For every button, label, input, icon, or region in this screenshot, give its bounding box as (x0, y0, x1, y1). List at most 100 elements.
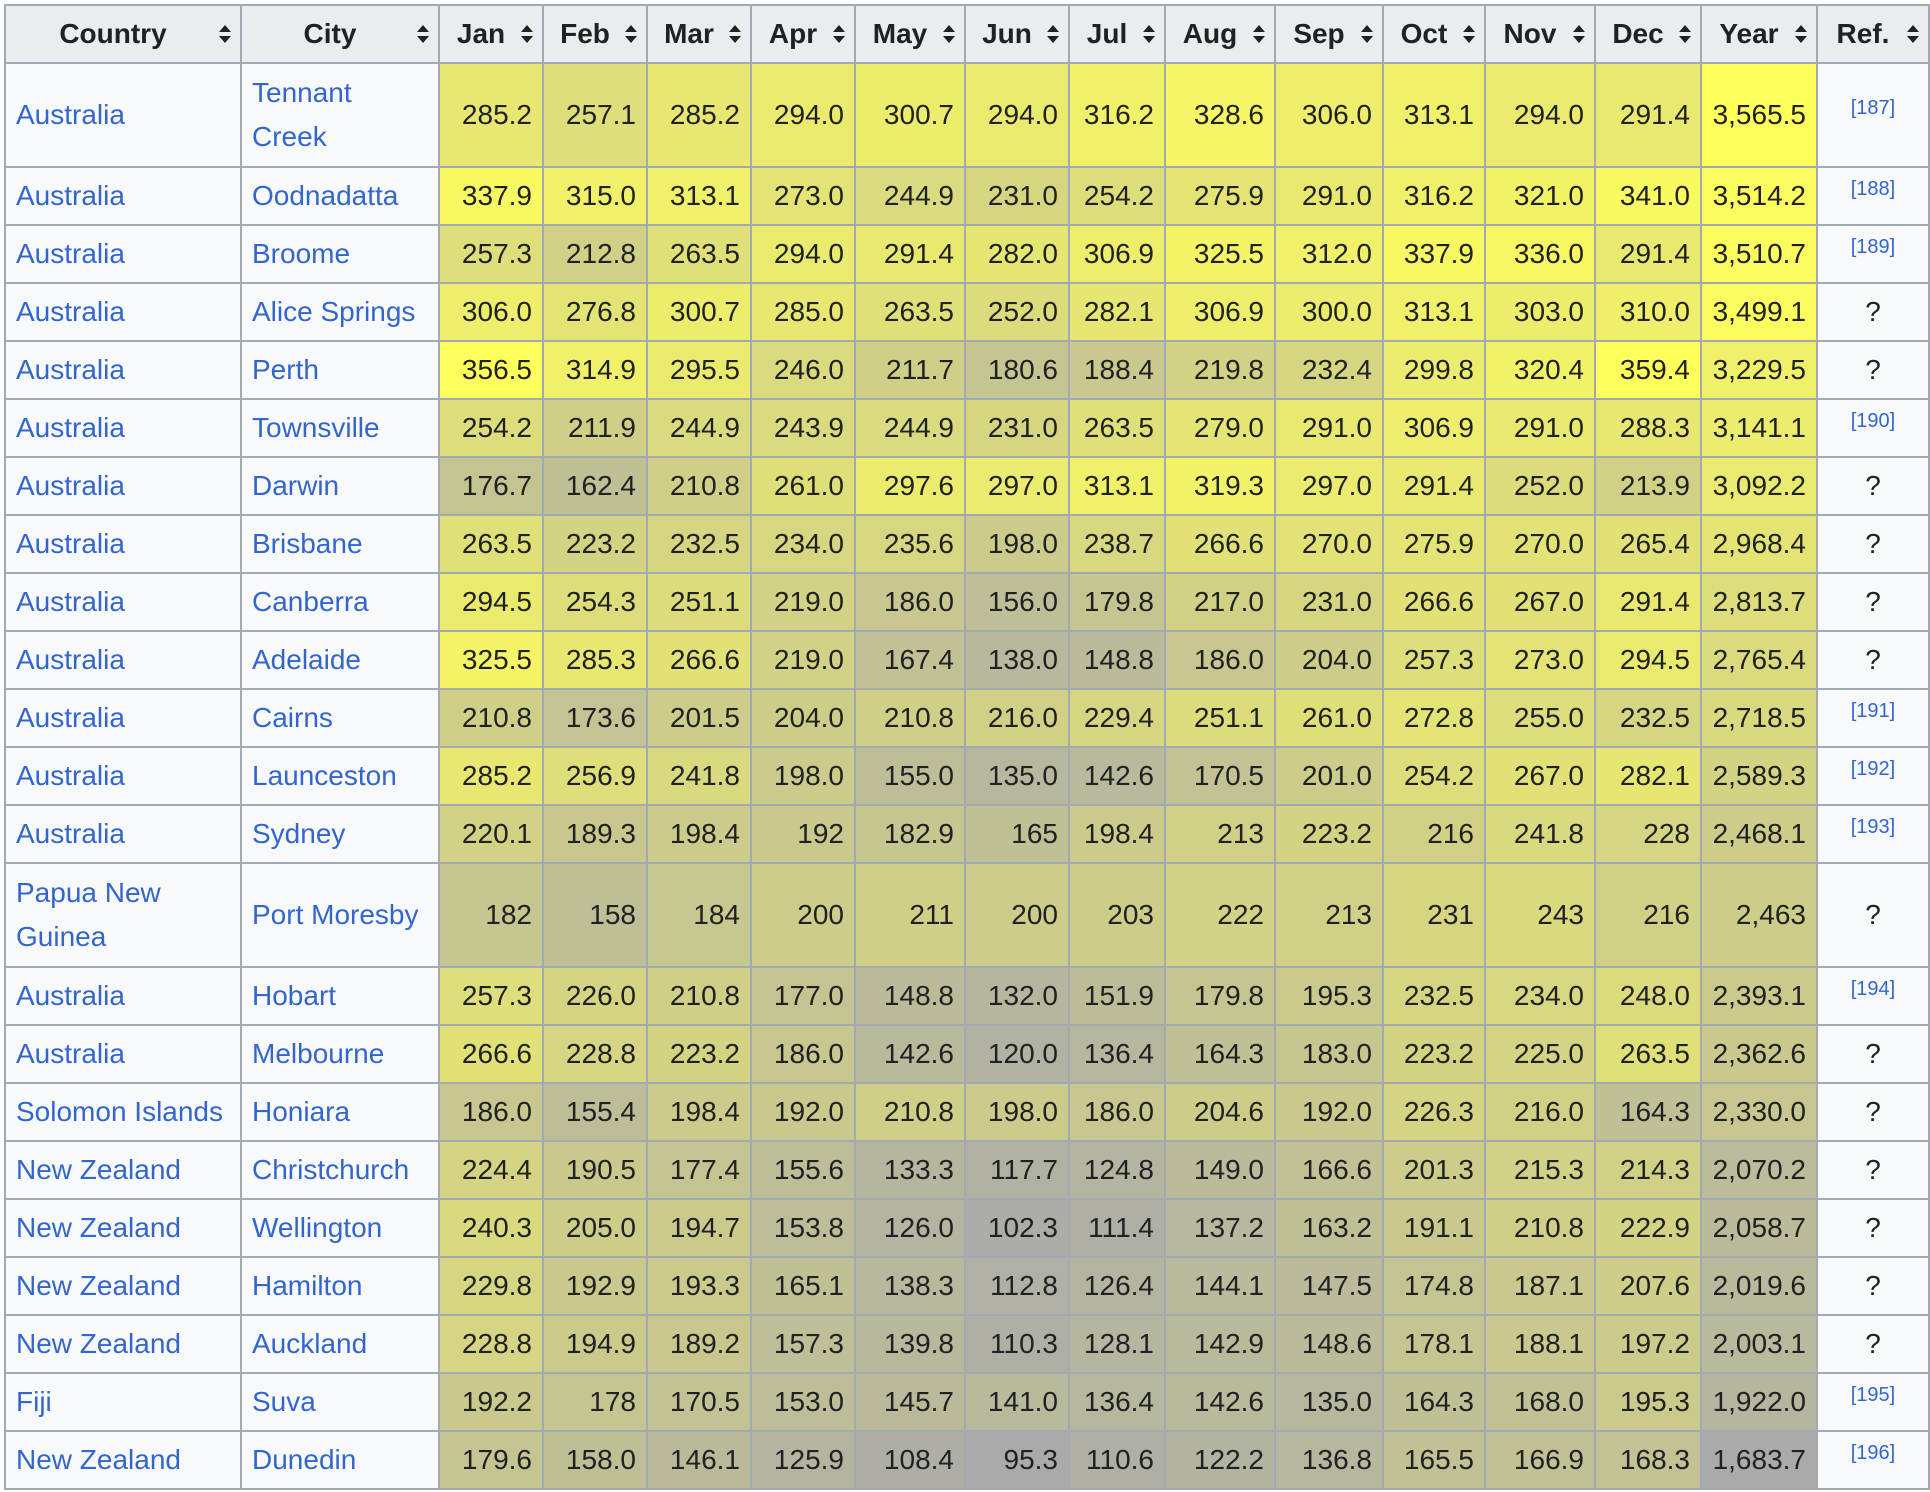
reference-link[interactable]: [191] (1850, 700, 1896, 722)
reference-link[interactable]: [190] (1850, 410, 1896, 432)
column-header-may[interactable]: May (854, 4, 966, 64)
sort-icon[interactable] (1142, 23, 1156, 45)
column-header-ref[interactable]: Ref. (1816, 4, 1930, 64)
city-link[interactable]: Cairns (240, 688, 440, 748)
sort-icon[interactable] (218, 23, 232, 45)
reference-link[interactable]: [193] (1850, 816, 1896, 838)
country-link[interactable]: Australia (4, 688, 242, 748)
year-total-cell: 2,813.7 (1700, 572, 1818, 632)
city-link[interactable]: Oodnadatta (240, 166, 440, 226)
country-link[interactable]: Australia (4, 804, 242, 864)
city-link[interactable]: Broome (240, 224, 440, 284)
country-link[interactable]: Australia (4, 62, 242, 168)
column-header-apr[interactable]: Apr (750, 4, 856, 64)
city-link[interactable]: Hobart (240, 966, 440, 1026)
city-link[interactable]: Hamilton (240, 1256, 440, 1316)
country-link[interactable]: Australia (4, 166, 242, 226)
reference-unknown: ? (1865, 1212, 1881, 1243)
country-link[interactable]: Solomon Islands (4, 1082, 242, 1142)
reference-link[interactable]: [195] (1850, 1384, 1896, 1406)
country-link[interactable]: Australia (4, 340, 242, 400)
column-header-aug[interactable]: Aug (1164, 4, 1276, 64)
column-header-jan[interactable]: Jan (438, 4, 544, 64)
reference-unknown: ? (1865, 296, 1881, 327)
country-link[interactable]: New Zealand (4, 1256, 242, 1316)
city-link[interactable]: Darwin (240, 456, 440, 516)
table-row: Australia Cairns 210.8 173.6 201.5 204.0 210.8… (4, 688, 1930, 748)
column-header-oct[interactable]: Oct (1382, 4, 1486, 64)
column-header-jul[interactable]: Jul (1068, 4, 1166, 64)
city-link[interactable]: Adelaide (240, 630, 440, 690)
month-value-cell: 224.4 (438, 1140, 544, 1200)
column-header-mar[interactable]: Mar (646, 4, 752, 64)
country-link[interactable]: New Zealand (4, 1314, 242, 1374)
sort-icon[interactable] (1462, 23, 1476, 45)
country-link[interactable]: Australia (4, 1024, 242, 1084)
city-link[interactable]: Launceston (240, 746, 440, 806)
reference-link[interactable]: [188] (1850, 178, 1896, 200)
table-row: Australia Townsville 254.2 211.9 244.9 243.9 2… (4, 398, 1930, 458)
column-header-country[interactable]: Country (4, 4, 242, 64)
city-link[interactable]: Christchurch (240, 1140, 440, 1200)
reference-link[interactable]: [187] (1850, 97, 1896, 119)
country-link[interactable]: Australia (4, 572, 242, 632)
reference-link[interactable]: [196] (1850, 1442, 1896, 1464)
column-header-jun[interactable]: Jun (964, 4, 1070, 64)
month-value-cell: 135.0 (964, 746, 1070, 806)
city-link[interactable]: Sydney (240, 804, 440, 864)
city-link[interactable]: Canberra (240, 572, 440, 632)
country-link[interactable]: Australia (4, 398, 242, 458)
reference-link[interactable]: [192] (1850, 758, 1896, 780)
city-link[interactable]: Auckland (240, 1314, 440, 1374)
sort-icon[interactable] (520, 23, 534, 45)
sort-icon[interactable] (1252, 23, 1266, 45)
country-link[interactable]: New Zealand (4, 1198, 242, 1258)
table-row: Australia Sydney 220.1 189.3 198.4 192 182.9 16… (4, 804, 1930, 864)
country-link[interactable]: Australia (4, 224, 242, 284)
country-link[interactable]: New Zealand (4, 1140, 242, 1200)
country-link[interactable]: Australia (4, 630, 242, 690)
city-link[interactable]: Melbourne (240, 1024, 440, 1084)
month-value-cell: 200 (750, 862, 856, 968)
reference-link[interactable]: [189] (1850, 236, 1896, 258)
column-header-nov[interactable]: Nov (1484, 4, 1596, 64)
city-link[interactable]: Perth (240, 340, 440, 400)
sort-icon[interactable] (1794, 23, 1808, 45)
column-header-sep[interactable]: Sep (1274, 4, 1384, 64)
city-link[interactable]: Suva (240, 1372, 440, 1432)
sort-icon[interactable] (1678, 23, 1692, 45)
sort-icon[interactable] (1572, 23, 1586, 45)
column-header-city[interactable]: City (240, 4, 440, 64)
sort-icon[interactable] (624, 23, 638, 45)
sort-icon[interactable] (942, 23, 956, 45)
country-link[interactable]: Australia (4, 456, 242, 516)
country-link[interactable]: Australia (4, 514, 242, 574)
city-link[interactable]: Alice Springs (240, 282, 440, 342)
sort-icon[interactable] (416, 23, 430, 45)
column-header-dec[interactable]: Dec (1594, 4, 1702, 64)
reference-link[interactable]: [194] (1850, 978, 1896, 1000)
country-link[interactable]: Australia (4, 282, 242, 342)
sort-icon[interactable] (1360, 23, 1374, 45)
city-link[interactable]: Brisbane (240, 514, 440, 574)
city-link[interactable]: Tennant Creek (240, 62, 440, 168)
reference-cell: [194] (1816, 966, 1930, 1026)
country-link[interactable]: Fiji (4, 1372, 242, 1432)
country-link[interactable]: Australia (4, 966, 242, 1026)
month-value-cell: 252.0 (964, 282, 1070, 342)
city-link[interactable]: Port Moresby (240, 862, 440, 968)
month-value-cell: 291.4 (1594, 224, 1702, 284)
city-link[interactable]: Dunedin (240, 1430, 440, 1490)
country-link[interactable]: Papua New Guinea (4, 862, 242, 968)
sort-icon[interactable] (832, 23, 846, 45)
city-link[interactable]: Wellington (240, 1198, 440, 1258)
sort-icon[interactable] (1046, 23, 1060, 45)
sort-icon[interactable] (728, 23, 742, 45)
city-link[interactable]: Honiara (240, 1082, 440, 1142)
country-link[interactable]: Australia (4, 746, 242, 806)
column-header-feb[interactable]: Feb (542, 4, 648, 64)
city-link[interactable]: Townsville (240, 398, 440, 458)
column-header-year[interactable]: Year (1700, 4, 1818, 64)
sort-icon[interactable] (1906, 23, 1920, 45)
country-link[interactable]: New Zealand (4, 1430, 242, 1490)
